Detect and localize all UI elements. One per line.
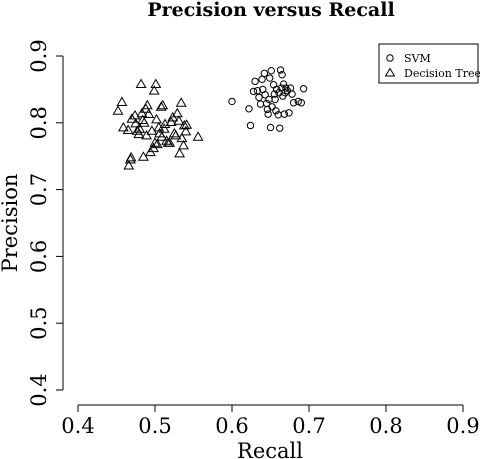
legend-box — [378, 43, 479, 84]
svm-point — [269, 81, 278, 89]
svm-point — [276, 124, 284, 132]
x-tick-label: 0.8 — [369, 414, 402, 438]
decision-tree-point — [174, 147, 186, 158]
legend-label-svm: SVM — [404, 52, 431, 65]
decision-tree-point — [133, 128, 145, 139]
decision-tree-point — [175, 97, 187, 107]
x-tick-label: 0.9 — [446, 414, 479, 438]
x-tick-label: 0.7 — [292, 414, 325, 438]
x-tick-label: 0.6 — [215, 414, 248, 438]
decision-tree-point — [192, 131, 204, 141]
series-decision-tree — [112, 78, 204, 170]
svm-point — [270, 90, 279, 98]
x-axis-ticks: 0.4 0.5 0.6 0.7 0.8 0.9 — [61, 405, 480, 438]
svm-point — [289, 99, 298, 107]
decision-tree-point — [164, 137, 176, 147]
decision-tree-point — [135, 78, 147, 88]
decision-tree-point — [141, 129, 152, 140]
svm-point — [268, 103, 276, 111]
decision-tree-point — [148, 85, 160, 95]
svm-point — [256, 100, 265, 108]
svm-point — [279, 80, 288, 88]
svm-point — [288, 90, 296, 98]
decision-tree-point — [134, 123, 146, 133]
decision-tree-point — [151, 113, 162, 124]
legend-triangle-marker-icon — [384, 67, 396, 77]
svm-point — [271, 95, 279, 104]
decision-tree-point — [180, 125, 192, 136]
svm-point — [267, 66, 275, 75]
svm-point — [249, 87, 258, 96]
x-tick-label: 0.5 — [138, 414, 171, 438]
svm-point — [261, 91, 269, 99]
svm-point — [266, 123, 275, 132]
decision-tree-point — [176, 132, 188, 143]
y-tick-label: 0.5 — [27, 306, 51, 339]
y-tick-label: 0.6 — [27, 240, 51, 273]
svm-point — [228, 97, 236, 106]
decision-tree-point — [125, 151, 137, 162]
legend: SVM Decision Tree — [378, 43, 480, 84]
decision-tree-point — [141, 99, 153, 110]
svm-point — [264, 110, 272, 118]
svm-point — [251, 77, 259, 86]
decision-tree-point — [173, 115, 185, 125]
decision-tree-point — [122, 124, 134, 134]
decision-tree-point — [155, 101, 167, 111]
x-axis-label: Recall — [237, 439, 303, 459]
series-svm — [228, 66, 308, 132]
decision-tree-point — [156, 131, 168, 141]
decision-tree-point — [116, 96, 128, 106]
svm-point — [245, 105, 253, 113]
decision-tree-point — [126, 113, 138, 123]
decision-tree-point — [129, 109, 141, 120]
svm-point — [276, 66, 285, 74]
decision-tree-point — [112, 105, 124, 115]
decision-tree-point — [170, 129, 182, 140]
y-tick-label: 0.9 — [27, 39, 51, 72]
svm-point — [266, 74, 274, 82]
decision-tree-point — [137, 151, 149, 161]
svm-point — [272, 107, 280, 115]
svm-point — [258, 75, 266, 84]
svm-point — [255, 93, 263, 102]
decision-tree-point — [171, 107, 183, 118]
y-tick-label: 0.7 — [27, 173, 51, 206]
decision-tree-point — [117, 121, 129, 132]
decision-tree-point — [178, 139, 189, 150]
y-tick-label: 0.4 — [27, 373, 51, 406]
legend-circle-marker-icon — [386, 54, 394, 62]
decision-tree-point — [138, 117, 150, 127]
y-tick-label: 0.8 — [27, 106, 51, 139]
svm-point — [281, 89, 289, 97]
svm-point — [278, 71, 286, 79]
svm-point — [285, 109, 293, 117]
x-tick-label: 0.4 — [61, 414, 94, 438]
decision-tree-point — [165, 116, 177, 126]
y-axis-label: Precision — [0, 174, 22, 273]
decision-tree-point — [143, 108, 155, 118]
svm-point — [246, 121, 255, 130]
decision-tree-point — [151, 138, 163, 149]
svm-point — [253, 87, 262, 95]
decision-tree-point — [150, 78, 162, 88]
decision-tree-point — [181, 119, 193, 129]
svm-point — [299, 85, 308, 93]
decision-tree-point — [157, 99, 169, 110]
chart-title: Precision versus Recall — [147, 0, 394, 21]
decision-tree-point — [123, 159, 135, 170]
svm-point — [280, 110, 289, 118]
decision-tree-point — [158, 123, 170, 133]
svm-point — [260, 69, 269, 78]
decision-tree-point — [149, 137, 161, 147]
svm-point — [277, 84, 285, 92]
legend-label-decision-tree: Decision Tree — [404, 67, 480, 80]
y-axis-ticks: 0.4 0.5 0.6 0.7 0.8 0.9 — [27, 39, 63, 407]
svm-point — [297, 99, 305, 107]
